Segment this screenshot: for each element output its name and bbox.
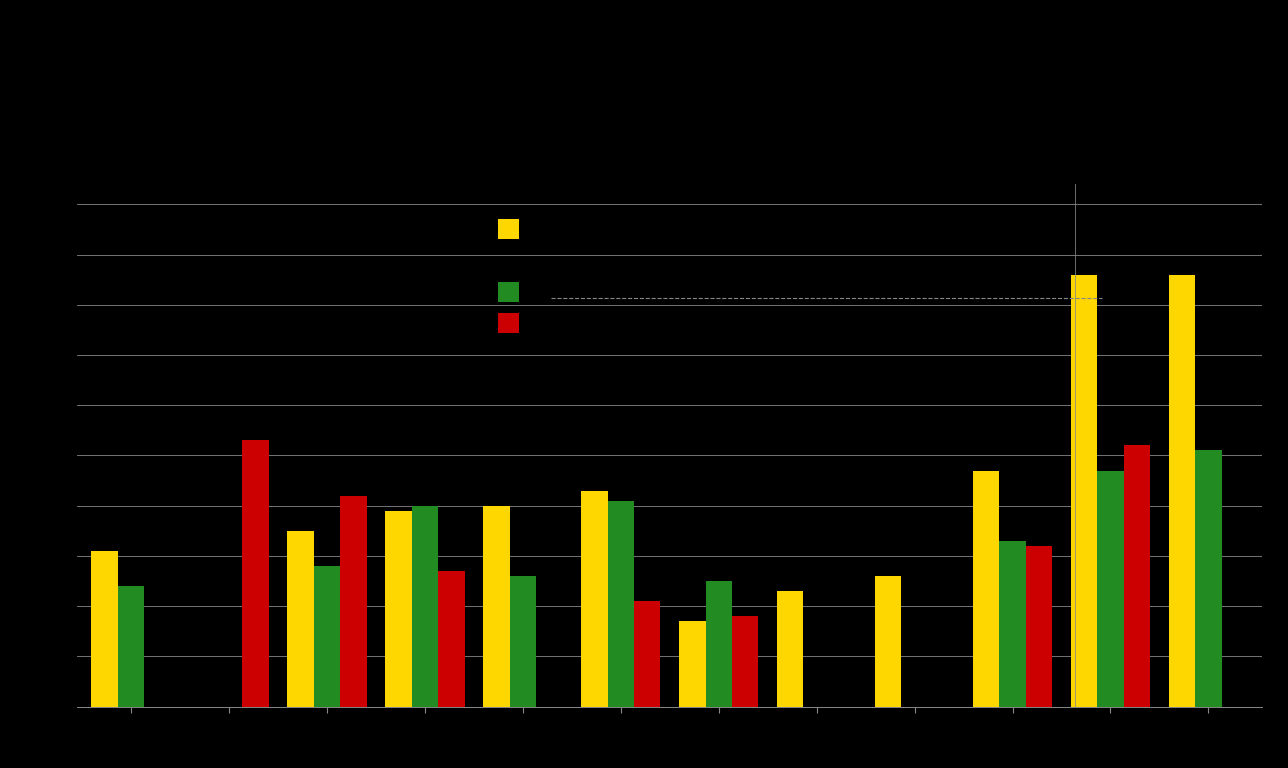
Bar — [1195, 451, 1221, 707]
Bar — [510, 576, 536, 707]
Bar — [777, 591, 804, 707]
Bar — [972, 471, 999, 707]
FancyBboxPatch shape — [498, 220, 519, 239]
Bar — [1025, 546, 1052, 707]
Bar — [679, 621, 706, 707]
FancyBboxPatch shape — [498, 313, 519, 333]
Bar — [1168, 275, 1195, 707]
Bar — [242, 440, 269, 707]
Bar — [483, 505, 510, 707]
Bar — [1123, 445, 1150, 707]
Bar — [732, 616, 759, 707]
Bar — [875, 576, 902, 707]
Bar — [412, 505, 438, 707]
Bar — [1097, 471, 1123, 707]
Bar — [438, 571, 465, 707]
Bar — [118, 586, 144, 707]
Bar — [608, 501, 634, 707]
Bar — [999, 541, 1025, 707]
Bar — [91, 551, 118, 707]
Bar — [314, 566, 340, 707]
Bar — [287, 531, 314, 707]
Bar — [581, 491, 608, 707]
Bar — [634, 601, 661, 707]
Bar — [706, 581, 732, 707]
FancyBboxPatch shape — [498, 282, 519, 302]
Bar — [1070, 275, 1097, 707]
Bar — [340, 495, 367, 707]
Bar — [385, 511, 412, 707]
